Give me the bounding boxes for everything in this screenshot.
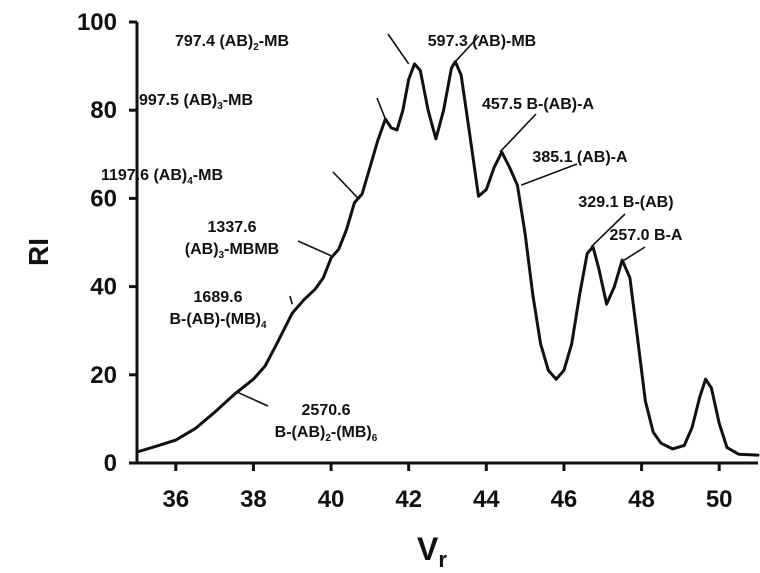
annotation-text-segment: -MB bbox=[223, 92, 253, 109]
annotation-text-segment: B-(AB)-(MB) bbox=[169, 311, 261, 328]
annotation-leader bbox=[623, 246, 646, 261]
peak-annotation: 1337.6 (AB)3-MBMB bbox=[185, 219, 279, 261]
annotation-line: 2570.6 bbox=[302, 402, 351, 419]
annotation-line: B-(AB)-(MB)4 bbox=[169, 311, 267, 331]
annotation-text-segment: -MB bbox=[193, 167, 223, 184]
x-tick-label: 42 bbox=[395, 486, 422, 513]
annotation-text-segment: 329.1 B-(AB) bbox=[578, 194, 673, 211]
annotation-text-segment: -MBMB bbox=[224, 241, 279, 258]
peak-annotation: 385.1 (AB)-A bbox=[532, 149, 628, 166]
annotation-text-segment: B-(AB) bbox=[275, 424, 326, 441]
annotation-subscript: 3 bbox=[217, 101, 223, 112]
annotation-line: 329.1 B-(AB) bbox=[578, 194, 673, 211]
annotation-subscript: 2 bbox=[325, 433, 331, 444]
annotation-text-segment: 597.3 (AB)-MB bbox=[428, 33, 536, 50]
x-axis-label-subscript: r bbox=[438, 547, 447, 572]
y-tick-label: 20 bbox=[90, 362, 117, 389]
annotation-text-segment: 257.0 B-A bbox=[610, 227, 683, 244]
peak-annotation: 797.4 (AB)2-MB bbox=[175, 33, 289, 53]
annotation-line: 257.0 B-A bbox=[610, 227, 683, 244]
annotation-leader bbox=[237, 391, 269, 407]
annotation-line: 997.5 (AB)3-MB bbox=[139, 92, 253, 112]
y-tick-label: 40 bbox=[90, 274, 117, 301]
annotation-subscript: 4 bbox=[187, 176, 193, 187]
annotation-line: 1689.6 bbox=[194, 289, 243, 306]
x-axis-label: Vr bbox=[417, 531, 447, 572]
annotation-line: (AB)3-MBMB bbox=[185, 241, 279, 261]
annotation-subscript: 6 bbox=[372, 433, 378, 444]
annotation-leader bbox=[590, 213, 626, 248]
annotation-text-segment: 1337.6 bbox=[208, 219, 257, 236]
annotation-leader bbox=[376, 97, 387, 120]
x-tick-label: 46 bbox=[551, 486, 578, 513]
x-tick-label: 38 bbox=[240, 486, 267, 513]
annotation-subscript: 2 bbox=[253, 42, 259, 53]
annotation-text-segment: 385.1 (AB)-A bbox=[532, 149, 628, 166]
peak-annotation: 1197.6 (AB)4-MB bbox=[101, 167, 223, 187]
annotation-text-segment: (AB) bbox=[185, 241, 219, 258]
y-tick-label: 80 bbox=[90, 97, 117, 124]
annotation-subscript: 4 bbox=[261, 320, 267, 331]
y-tick-label: 60 bbox=[90, 185, 117, 212]
annotation-text-segment: 997.5 (AB) bbox=[139, 92, 217, 109]
x-tick-label: 40 bbox=[318, 486, 345, 513]
y-tick-label: 0 bbox=[104, 450, 117, 477]
y-tick-label: 100 bbox=[77, 9, 117, 36]
annotation-subscript: 3 bbox=[219, 250, 225, 261]
annotation-text-segment: -(MB) bbox=[331, 424, 372, 441]
annotation-line: 385.1 (AB)-A bbox=[532, 149, 628, 166]
peak-annotation: 329.1 B-(AB) bbox=[578, 194, 673, 211]
annotation-line: B-(AB)2-(MB)6 bbox=[275, 424, 378, 444]
annotation-line: 597.3 (AB)-MB bbox=[428, 33, 536, 50]
annotation-leader bbox=[387, 33, 410, 65]
annotation-text-segment: 457.5 B-(AB)-A bbox=[482, 96, 594, 113]
annotation-text-segment: 1689.6 bbox=[194, 289, 243, 306]
annotation-text-segment: 2570.6 bbox=[302, 402, 351, 419]
x-tick-label: 44 bbox=[473, 486, 500, 513]
annotation-leader bbox=[289, 295, 294, 305]
annotation-line: 1337.6 bbox=[208, 219, 257, 236]
annotation-text-segment: 1197.6 (AB) bbox=[101, 167, 187, 184]
annotation-line: 797.4 (AB)2-MB bbox=[175, 33, 289, 53]
peak-annotation: 2570.6 B-(AB)2-(MB)6 bbox=[275, 402, 378, 444]
peak-annotation: 1689.6 B-(AB)-(MB)4 bbox=[169, 289, 267, 331]
annotation-line: 457.5 B-(AB)-A bbox=[482, 96, 594, 113]
annotation-text-segment: 797.4 (AB) bbox=[175, 33, 253, 50]
x-tick-label: 50 bbox=[706, 486, 733, 513]
peak-annotation: 997.5 (AB)3-MB bbox=[139, 92, 253, 112]
annotation-leader bbox=[499, 113, 537, 153]
peak-annotation: 457.5 B-(AB)-A bbox=[482, 96, 594, 113]
peak-annotation: 597.3 (AB)-MB bbox=[428, 33, 536, 50]
x-tick-label: 36 bbox=[162, 486, 189, 513]
annotation-text-segment: -MB bbox=[259, 33, 289, 50]
chromatogram-trace bbox=[135, 60, 760, 457]
y-axis-label: RI bbox=[23, 238, 54, 266]
annotation-leader bbox=[520, 163, 578, 186]
annotation-leader bbox=[297, 240, 332, 257]
x-tick-label: 48 bbox=[628, 486, 655, 513]
peak-annotation: 257.0 B-A bbox=[610, 227, 683, 244]
annotation-line: 1197.6 (AB)4-MB bbox=[101, 167, 223, 187]
x-axis-label-main: V bbox=[417, 531, 439, 567]
annotation-leader bbox=[332, 171, 359, 199]
annotation-leader bbox=[454, 35, 480, 63]
